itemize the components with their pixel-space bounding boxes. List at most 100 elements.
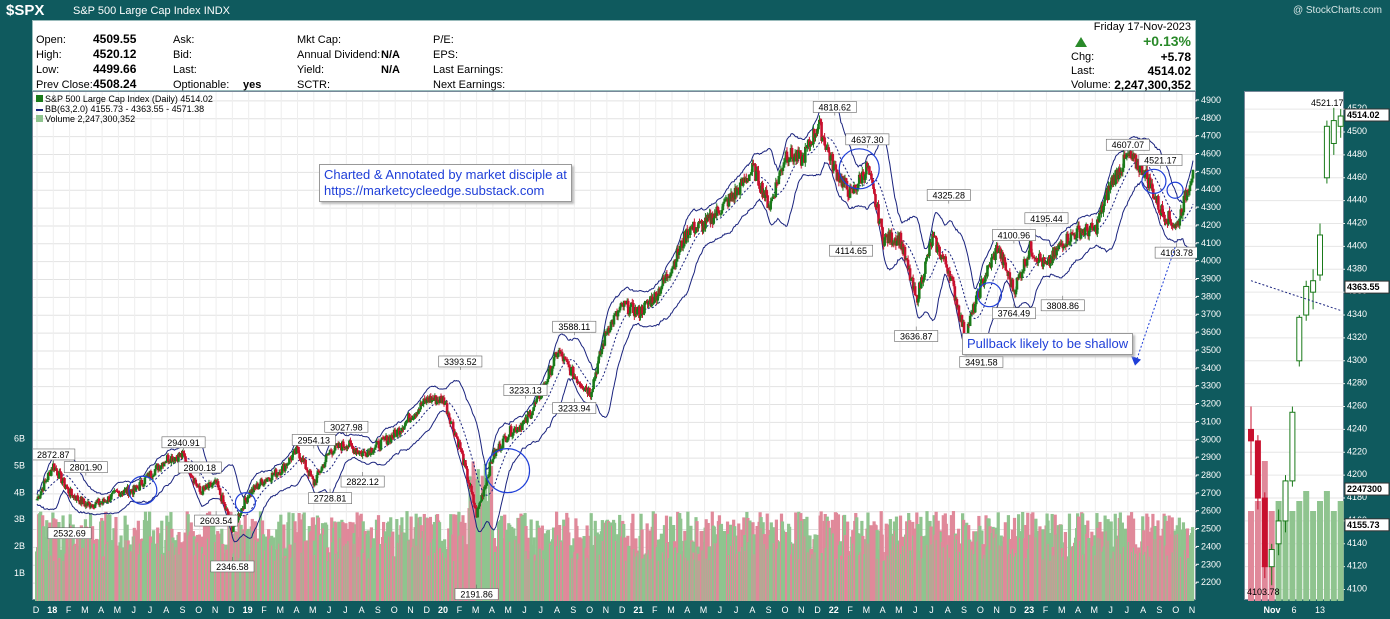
zoom-candle-body xyxy=(1289,411,1296,482)
candle-body xyxy=(364,452,367,457)
price-label-text: 4103.78 xyxy=(1160,248,1193,258)
zoom-candle-body xyxy=(1254,440,1261,499)
candle-body xyxy=(986,265,989,277)
candle-body xyxy=(261,481,265,486)
x-axis-label: A xyxy=(293,605,299,615)
candle-body xyxy=(909,279,913,281)
x-axis-label: F xyxy=(652,605,658,615)
candle-body xyxy=(313,480,317,486)
candle-body xyxy=(659,289,663,294)
x-axis-label: D xyxy=(228,605,235,615)
candle-body xyxy=(924,261,927,274)
candle-body xyxy=(654,292,658,294)
candle-body xyxy=(1150,183,1154,189)
candle-body xyxy=(962,321,966,337)
candle-body xyxy=(669,273,673,276)
candle-body xyxy=(952,280,956,287)
candle-body xyxy=(138,482,142,490)
price-axis-label: 4000 xyxy=(1201,256,1221,266)
price-label-text: 3393.52 xyxy=(444,357,477,367)
volume-bar xyxy=(279,514,283,601)
x-axis-label: N xyxy=(603,605,610,615)
candle-body xyxy=(723,199,727,202)
candle-body xyxy=(465,465,468,469)
candle-body xyxy=(583,388,586,390)
zoom-volume-bar xyxy=(1310,511,1317,601)
candle-body xyxy=(636,309,639,315)
candle-body xyxy=(778,170,782,176)
candle-body xyxy=(565,359,569,363)
candle-body xyxy=(1182,196,1186,213)
x-axis-label: J xyxy=(718,605,723,615)
candle-body xyxy=(1168,211,1171,220)
low-value: 4499.66 xyxy=(93,62,137,76)
candle-body xyxy=(501,438,505,448)
candle-body xyxy=(55,468,58,471)
price-axis-label: 4200 xyxy=(1201,220,1221,230)
candle-body xyxy=(221,495,225,503)
candle-body xyxy=(195,483,199,487)
candle-body xyxy=(260,479,264,482)
candle-body xyxy=(837,172,841,182)
price-label-box xyxy=(992,307,1036,320)
x-axis-label: M xyxy=(863,605,871,615)
price-label-text: 2728.81 xyxy=(314,494,347,504)
x-axis-label: A xyxy=(98,605,104,615)
x-axis-label: M xyxy=(309,605,317,615)
candle-body xyxy=(375,440,379,445)
candle-body xyxy=(944,256,948,265)
price-label-text: 3588.11 xyxy=(558,322,590,332)
volume-bar xyxy=(618,514,622,601)
candle-body xyxy=(1020,272,1024,278)
optionable-label: Optionable: xyxy=(173,79,230,91)
x-axis-label: D xyxy=(33,605,40,615)
candle-body xyxy=(473,502,476,508)
x-axis-label: O xyxy=(1172,605,1179,615)
candle-body xyxy=(320,466,324,471)
candle-body xyxy=(142,484,146,487)
candle-body xyxy=(454,433,458,437)
percent-change: +0.13% xyxy=(1143,33,1191,49)
candle-body xyxy=(872,183,875,190)
price-label-box xyxy=(992,229,1036,241)
low-label: Low: xyxy=(36,64,60,76)
candle-body xyxy=(861,171,865,177)
candle-body xyxy=(782,162,786,168)
candle-body xyxy=(844,178,848,181)
price-label-box xyxy=(1138,154,1183,166)
candle-body xyxy=(304,459,307,469)
candle-body xyxy=(350,442,353,446)
candle-body xyxy=(385,435,389,445)
x-axis-label: O xyxy=(195,605,202,615)
candle-body xyxy=(1046,260,1049,265)
volume-bar xyxy=(834,512,839,601)
candle-body xyxy=(670,268,674,274)
candle-body xyxy=(866,162,869,168)
zoom-candle-body xyxy=(1330,120,1337,144)
highlight-circle xyxy=(1141,168,1167,194)
candle-body xyxy=(903,246,907,260)
candle-body xyxy=(358,451,361,454)
price-label-box xyxy=(438,355,483,368)
price-axis-label: 4800 xyxy=(1201,113,1221,123)
candle-body xyxy=(899,232,903,249)
candle-body xyxy=(100,502,104,504)
candle-body xyxy=(162,462,166,467)
candle-body xyxy=(291,454,294,461)
x-axis-label: J xyxy=(538,605,543,615)
candle-body xyxy=(413,414,416,418)
candle-body xyxy=(661,277,665,286)
candle-body xyxy=(151,475,155,478)
candle-body xyxy=(316,470,320,476)
x-axis-label: A xyxy=(880,605,886,615)
credit-line-2: https://marketcycleedge.substack.com xyxy=(324,183,545,198)
credit-annotation: Charted & Annotated by market disciple a… xyxy=(319,164,572,202)
price-axis-label: 2500 xyxy=(1201,524,1221,534)
candle-body xyxy=(1170,222,1173,226)
candle-body xyxy=(638,306,641,318)
candle-body xyxy=(908,268,912,281)
candle-body xyxy=(483,486,487,490)
candle-body xyxy=(205,484,209,487)
candle-body xyxy=(623,300,627,304)
candle-body xyxy=(279,473,283,476)
